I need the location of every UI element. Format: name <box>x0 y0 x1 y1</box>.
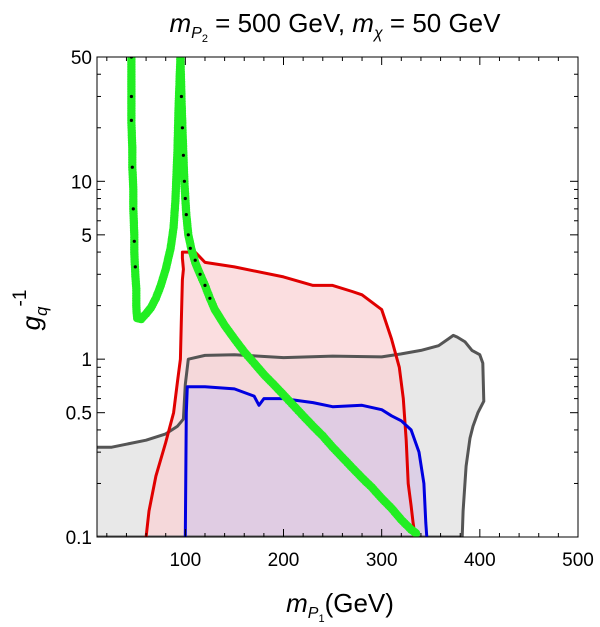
scatter-point <box>411 529 421 537</box>
chart-title: mP2 = 500 GeV, mχ = 50 GeV <box>169 8 501 45</box>
y-tick-label: 0.5 <box>66 404 92 425</box>
y-tick-label: 50 <box>71 48 92 69</box>
marker-point <box>180 126 184 130</box>
marker-point <box>133 265 137 269</box>
plot-frame <box>96 56 579 538</box>
marker-point <box>182 179 186 183</box>
marker-point <box>129 94 133 99</box>
x-tick-label: 100 <box>169 550 201 571</box>
region-blue-line <box>183 385 429 537</box>
marker-point <box>198 272 202 276</box>
region-gray-line <box>97 333 486 537</box>
marker-point <box>186 233 190 237</box>
region-blue-fill <box>185 386 427 537</box>
y-tick-label: 10 <box>71 172 92 193</box>
x-tick-label: 400 <box>464 550 496 571</box>
y-axis-label: gq-1 <box>10 290 51 331</box>
marker-point <box>188 246 192 250</box>
marker-point <box>179 94 183 99</box>
marker-point <box>208 296 212 300</box>
y-tick-label: 0.1 <box>66 528 92 549</box>
marker-point <box>184 213 188 217</box>
y-tick-label: 5 <box>81 226 92 247</box>
region-red-line <box>144 250 416 537</box>
marker-point <box>193 258 197 262</box>
x-tick-label: 200 <box>268 550 300 571</box>
x-axis-label: mP1(GeV) <box>286 588 394 625</box>
marker-point <box>181 153 185 157</box>
marker-point <box>129 118 133 122</box>
marker-point <box>130 165 134 169</box>
ticks-group: 100 200 300 400 500 0.1 0.5 1 5 10 50 <box>66 48 594 571</box>
x-tick-label: 500 <box>562 550 594 571</box>
marker-point <box>131 207 135 211</box>
marker-point <box>132 239 136 243</box>
x-tick-label: 300 <box>366 550 398 571</box>
scatter-group <box>127 57 421 537</box>
y-tick-label: 1 <box>81 350 92 371</box>
marker-point <box>183 196 187 201</box>
marker-point <box>203 283 207 287</box>
